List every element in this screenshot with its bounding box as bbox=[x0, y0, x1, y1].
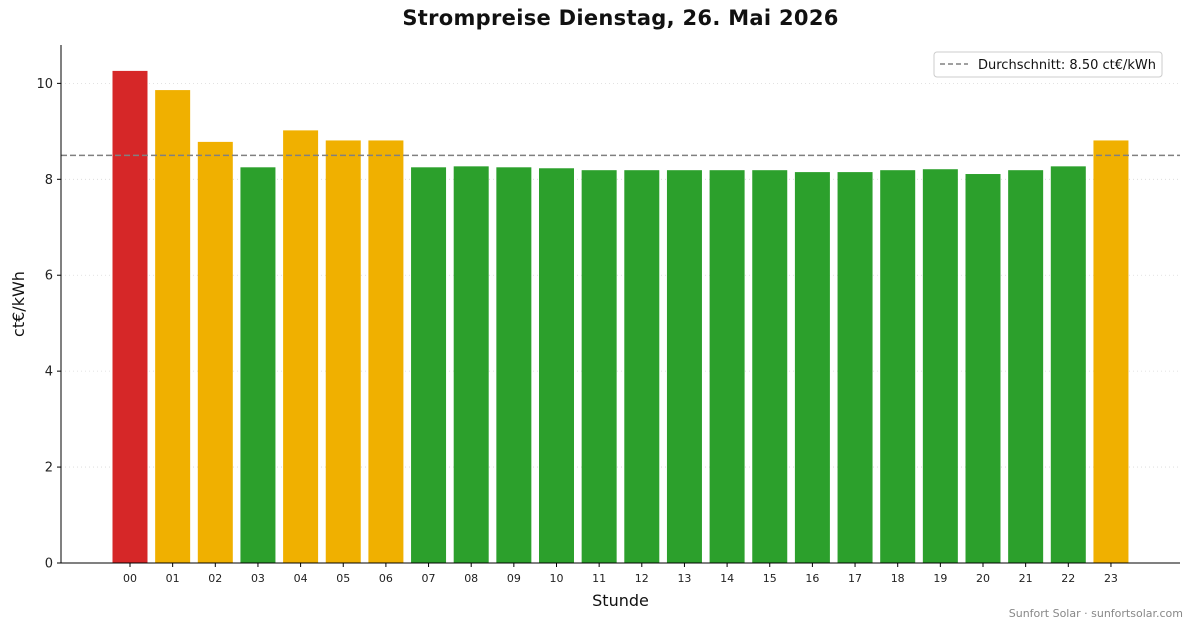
x-tick-label: 00 bbox=[123, 572, 137, 585]
y-tick-label: 6 bbox=[45, 269, 53, 284]
x-tick-label: 04 bbox=[294, 572, 308, 585]
bar-20 bbox=[965, 174, 1001, 563]
x-tick-label: 14 bbox=[720, 572, 734, 585]
bar-00 bbox=[112, 70, 148, 564]
bar-12 bbox=[624, 170, 660, 563]
bar-16 bbox=[794, 172, 830, 563]
footer-credit: Sunfort Solar · sunfortsolar.com bbox=[1008, 607, 1183, 620]
x-tick-label: 12 bbox=[635, 572, 649, 585]
bar-14 bbox=[709, 170, 745, 563]
bars bbox=[112, 70, 1129, 564]
x-tick-label: 10 bbox=[550, 572, 564, 585]
x-tick-label: 17 bbox=[848, 572, 862, 585]
x-tick-label: 19 bbox=[933, 572, 947, 585]
y-tick-label: 2 bbox=[45, 461, 53, 476]
y-tick-label: 10 bbox=[36, 77, 53, 92]
bar-02 bbox=[197, 141, 233, 563]
bar-23 bbox=[1093, 140, 1129, 563]
x-tick-label: 01 bbox=[166, 572, 180, 585]
x-axis-label: Stunde bbox=[592, 591, 649, 610]
x-tick-label: 20 bbox=[976, 572, 990, 585]
x-tick-label: 07 bbox=[422, 572, 436, 585]
x-tick-label: 22 bbox=[1061, 572, 1075, 585]
bar-19 bbox=[922, 169, 958, 564]
legend: Durchschnitt: 8.50 ct€/kWh bbox=[933, 51, 1163, 78]
y-tick-label: 0 bbox=[45, 557, 53, 572]
x-tick-label: 23 bbox=[1104, 572, 1118, 585]
legend-box bbox=[933, 51, 1163, 78]
bar-13 bbox=[666, 170, 702, 563]
x-tick-label: 08 bbox=[464, 572, 478, 585]
x-tick-label: 06 bbox=[379, 572, 393, 585]
bar-03 bbox=[240, 167, 276, 564]
bar-08 bbox=[453, 166, 489, 563]
x-tick-label: 13 bbox=[677, 572, 691, 585]
axes bbox=[60, 45, 1180, 564]
bar-09 bbox=[496, 167, 532, 564]
x-tick-label: 16 bbox=[805, 572, 819, 585]
bar-10 bbox=[539, 168, 574, 563]
x-tick-label: 09 bbox=[507, 572, 521, 585]
x-tick-label: 05 bbox=[336, 572, 350, 585]
bar-22 bbox=[1050, 166, 1086, 563]
bar-15 bbox=[752, 170, 788, 563]
bar-06 bbox=[368, 140, 404, 563]
x-tick-label: 11 bbox=[592, 572, 606, 585]
bar-07 bbox=[411, 167, 447, 564]
x-tick-label: 15 bbox=[763, 572, 777, 585]
bar-05 bbox=[325, 140, 361, 563]
x-tick-label: 21 bbox=[1019, 572, 1033, 585]
bar-17 bbox=[837, 172, 873, 563]
bar-11 bbox=[581, 170, 617, 563]
bar-01 bbox=[155, 90, 191, 564]
y-ticks: 0 2 4 6 8 10 bbox=[36, 77, 61, 572]
legend-entry: Durchschnitt: 8.50 ct€/kWh bbox=[978, 58, 1156, 73]
x-tick-label: 03 bbox=[251, 572, 265, 585]
bar-21 bbox=[1008, 170, 1044, 563]
y-tick-label: 4 bbox=[45, 365, 53, 380]
x-tick-label: 18 bbox=[891, 572, 905, 585]
bar-18 bbox=[880, 170, 916, 563]
chart-title: Strompreise Dienstag, 26. Mai 2026 bbox=[402, 6, 839, 30]
y-tick-label: 8 bbox=[45, 173, 53, 188]
x-tick-label: 02 bbox=[208, 572, 222, 585]
y-axis-label: ct€/kWh bbox=[9, 271, 28, 337]
bar-04 bbox=[283, 130, 319, 563]
x-ticks: 00 01 02 03 04 05 06 07 08 09 10 11 12 13 14 15 16 17 18 19… bbox=[123, 563, 1118, 585]
